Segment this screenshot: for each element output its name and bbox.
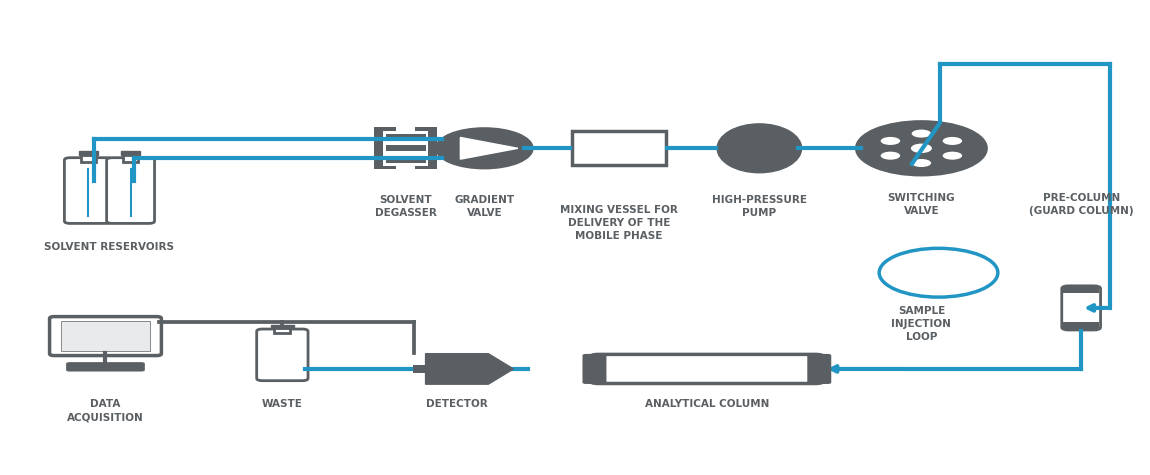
Bar (61, 321, 150, 351)
FancyBboxPatch shape (1061, 286, 1101, 330)
Bar (1063, 323, 1099, 329)
Text: ANALYTICAL COLUMN: ANALYTICAL COLUMN (645, 399, 769, 409)
Text: SAMPLE
INJECTION
LOOP: SAMPLE INJECTION LOOP (891, 305, 951, 342)
Circle shape (881, 137, 900, 145)
Text: GRADIENT
VALVE: GRADIENT VALVE (454, 195, 514, 218)
Bar (428, 127, 437, 170)
Polygon shape (426, 354, 513, 384)
Text: PRE-COLUMN
(GUARD COLUMN): PRE-COLUMN (GUARD COLUMN) (1029, 193, 1134, 216)
Polygon shape (460, 137, 518, 159)
Bar (413, 365, 429, 373)
Bar (415, 127, 437, 131)
Text: SOLVENT RESERVOIRS: SOLVENT RESERVOIRS (44, 242, 174, 252)
Circle shape (912, 144, 932, 152)
Bar (385, 134, 426, 139)
FancyBboxPatch shape (256, 329, 308, 380)
Circle shape (857, 122, 987, 175)
Circle shape (881, 152, 900, 160)
FancyBboxPatch shape (107, 158, 154, 223)
FancyBboxPatch shape (49, 317, 161, 356)
FancyBboxPatch shape (64, 158, 113, 223)
FancyBboxPatch shape (807, 354, 831, 384)
Circle shape (943, 137, 963, 145)
Bar (121, 151, 140, 155)
Bar (374, 127, 397, 131)
Circle shape (912, 130, 932, 138)
Text: WASTE: WASTE (262, 399, 302, 409)
Text: DATA
ACQUISITION: DATA ACQUISITION (67, 399, 144, 423)
Bar (585, 355, 603, 382)
Circle shape (880, 248, 998, 297)
Bar (374, 166, 397, 170)
Bar (573, 132, 666, 165)
Bar (79, 151, 98, 155)
FancyBboxPatch shape (589, 354, 825, 383)
Text: SOLVENT
DEGASSER: SOLVENT DEGASSER (375, 195, 437, 218)
Text: HIGH-PRESSURE
PUMP: HIGH-PRESSURE PUMP (712, 195, 807, 218)
Circle shape (943, 152, 963, 160)
FancyBboxPatch shape (66, 362, 145, 371)
Bar (374, 127, 383, 170)
Bar (271, 325, 293, 328)
Text: MIXING VESSEL FOR
DELIVERY OF THE
MOBILE PHASE: MIXING VESSEL FOR DELIVERY OF THE MOBILE… (560, 205, 678, 241)
Bar (385, 145, 426, 151)
Text: DETECTOR: DETECTOR (427, 399, 488, 409)
Bar (81, 155, 95, 162)
Bar (1063, 287, 1099, 294)
Bar (275, 328, 290, 333)
Bar (385, 157, 426, 163)
Ellipse shape (718, 124, 802, 173)
Text: SWITCHING
VALVE: SWITCHING VALVE (888, 193, 956, 216)
Circle shape (436, 129, 532, 168)
Bar (123, 155, 138, 162)
Circle shape (912, 159, 932, 167)
Bar (415, 166, 437, 170)
FancyBboxPatch shape (583, 354, 606, 384)
